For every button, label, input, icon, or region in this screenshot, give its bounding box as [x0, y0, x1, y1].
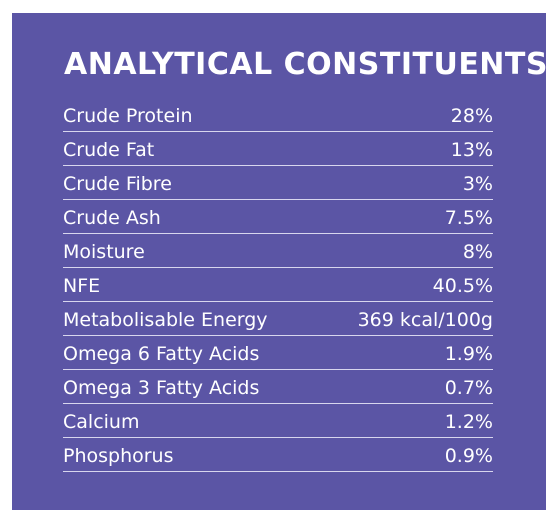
panel-title: ANALYTICAL CONSTITUENTS: [64, 47, 548, 82]
table-row: Crude Fibre 3%: [63, 167, 493, 200]
constituent-value: 1.2%: [444, 411, 493, 433]
table-row: Calcium 1.2%: [63, 405, 493, 438]
constituents-table: Crude Protein 28% Crude Fat 13% Crude Fi…: [63, 99, 493, 473]
constituent-name: NFE: [63, 275, 101, 297]
table-row: Crude Fat 13%: [63, 133, 493, 166]
constituent-name: Crude Fat: [63, 139, 155, 161]
table-row: Moisture 8%: [63, 235, 493, 268]
constituent-name: Crude Ash: [63, 207, 161, 229]
constituent-value: 8%: [462, 241, 493, 263]
constituent-name: Moisture: [63, 241, 145, 263]
constituent-name: Calcium: [63, 411, 140, 433]
constituent-name: Metabolisable Energy: [63, 309, 268, 331]
constituent-value: 369 kcal/100g: [357, 309, 493, 331]
constituent-value: 0.7%: [444, 377, 493, 399]
constituent-name: Omega 3 Fatty Acids: [63, 377, 260, 399]
constituent-value: 28%: [450, 105, 493, 127]
constituent-value: 40.5%: [432, 275, 493, 297]
constituent-value: 3%: [462, 173, 493, 195]
constituent-name: Crude Protein: [63, 105, 193, 127]
table-row: Phosphorus 0.9%: [63, 439, 493, 472]
constituent-name: Phosphorus: [63, 445, 174, 467]
constituent-value: 1.9%: [444, 343, 493, 365]
constituent-value: 7.5%: [444, 207, 493, 229]
table-row: Omega 6 Fatty Acids 1.9%: [63, 337, 493, 370]
table-row: NFE 40.5%: [63, 269, 493, 302]
analytical-constituents-panel: ANALYTICAL CONSTITUENTS Crude Protein 28…: [12, 13, 548, 510]
table-row: Crude Ash 7.5%: [63, 201, 493, 234]
constituent-name: Omega 6 Fatty Acids: [63, 343, 260, 365]
table-row: Crude Protein 28%: [63, 99, 493, 132]
constituent-value: 13%: [450, 139, 493, 161]
constituent-name: Crude Fibre: [63, 173, 172, 195]
table-row: Metabolisable Energy 369 kcal/100g: [63, 303, 493, 336]
constituent-value: 0.9%: [444, 445, 493, 467]
table-row: Omega 3 Fatty Acids 0.7%: [63, 371, 493, 404]
